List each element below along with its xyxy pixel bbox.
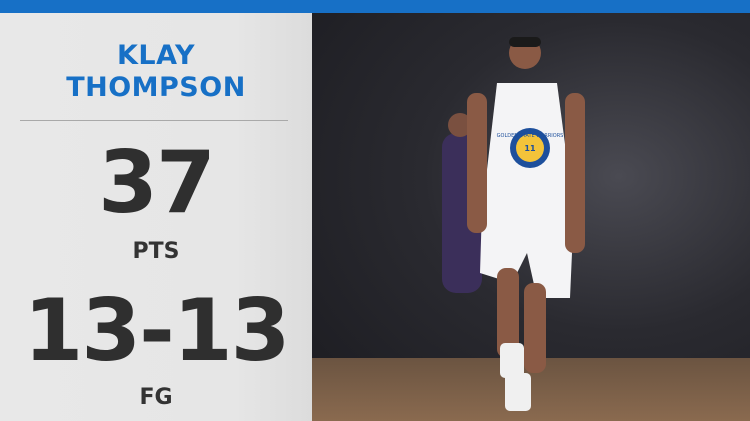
player-first-name: KLAY: [117, 40, 195, 71]
player-photo: GOLDEN STATE WARRIORS 11: [312, 13, 750, 421]
field-goals-value: 13-13: [23, 281, 290, 381]
player-last-name: THOMPSON: [66, 72, 246, 103]
player-silhouette: GOLDEN STATE WARRIORS 11: [442, 37, 585, 411]
divider: [20, 120, 288, 121]
field-goals-label: FG: [139, 385, 173, 410]
points-label: PTS: [132, 239, 180, 264]
top-accent-bar: [0, 0, 750, 13]
points-value: 37: [98, 133, 216, 233]
stat-panel: KLAY THOMPSON 37 PTS 13-13 FG: [0, 13, 312, 421]
jersey-team-text: GOLDEN STATE WARRIORS: [497, 133, 564, 139]
jersey-number: 11: [524, 144, 536, 153]
